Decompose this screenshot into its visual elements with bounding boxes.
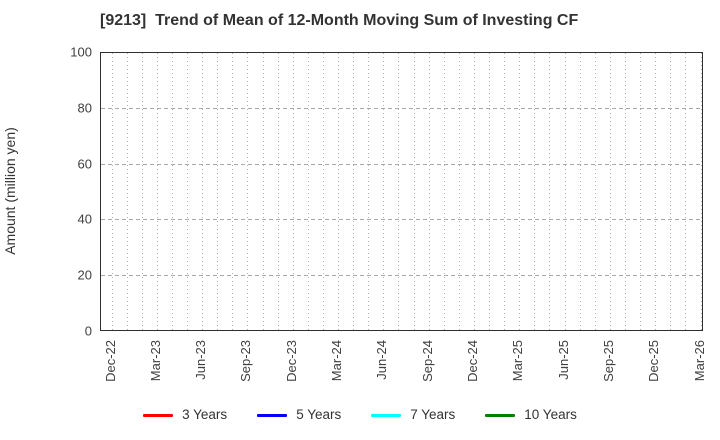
y-tick-label: 100 — [70, 44, 92, 60]
gridline-vertical — [217, 53, 219, 330]
gridline-vertical — [322, 53, 324, 330]
y-tick-label: 40 — [77, 211, 92, 227]
legend-label: 7 Years — [410, 407, 456, 423]
x-tick-label: Jun-24 — [374, 340, 390, 380]
gridline-vertical — [670, 53, 672, 330]
gridline-vertical — [655, 53, 657, 330]
gridline-vertical — [700, 53, 702, 330]
x-tick-label: Sep-24 — [419, 340, 435, 382]
legend-item-3-years: 3 Years — [143, 408, 227, 422]
gridline-vertical — [685, 53, 687, 330]
legend-label: 5 Years — [296, 407, 342, 423]
gridline-horizontal — [101, 219, 702, 221]
gridline-vertical — [398, 53, 400, 330]
y-tick-label: 0 — [84, 323, 92, 339]
gridline-vertical — [428, 53, 430, 330]
x-tick-label: Dec-25 — [646, 340, 662, 382]
gridline-vertical — [549, 53, 551, 330]
gridline-vertical — [187, 53, 188, 330]
y-tick-label: 20 — [77, 267, 92, 283]
x-tick-label: Jun-23 — [192, 340, 208, 380]
gridline-vertical — [413, 53, 415, 330]
gridline-vertical — [338, 53, 340, 330]
gridline-vertical — [443, 53, 445, 330]
x-tick-label: Mar-24 — [328, 340, 344, 382]
gridline-horizontal — [101, 108, 702, 110]
legend-item-5-years: 5 Years — [257, 408, 341, 422]
gridline-vertical — [353, 53, 355, 330]
gridline-vertical — [579, 53, 581, 330]
gridline-vertical — [609, 53, 611, 330]
x-tick-label: Jun-25 — [555, 340, 571, 380]
gridline-vertical — [383, 53, 385, 330]
gridline-vertical — [277, 53, 279, 330]
gridline-vertical — [594, 53, 596, 330]
legend-line-swatch — [485, 413, 516, 417]
gridline-vertical — [126, 53, 128, 330]
y-tick-label: 60 — [77, 156, 92, 172]
y-tick-label: 80 — [77, 100, 92, 116]
gridline-vertical — [292, 53, 294, 330]
x-tick-label: Mar-23 — [147, 340, 163, 382]
legend-line-swatch — [371, 413, 402, 417]
gridline-vertical — [141, 53, 143, 330]
legend: 3 Years 5 Years 7 Years 10 Years — [0, 404, 720, 426]
x-tick-label: Sep-23 — [238, 340, 254, 382]
legend-label: 10 Years — [524, 407, 577, 423]
legend-line-swatch — [143, 413, 174, 417]
gridline-vertical — [307, 53, 309, 330]
chart-title: [9213] Trend of Mean of 12-Month Moving … — [100, 12, 579, 29]
gridline-vertical — [111, 53, 113, 330]
gridline-vertical — [171, 53, 173, 330]
legend-item-10-years: 10 Years — [485, 408, 577, 422]
x-tick-label: Mar-26 — [691, 340, 707, 382]
gridline-vertical — [368, 53, 370, 330]
x-tick-label: Dec-23 — [283, 340, 299, 382]
gridline-vertical — [262, 53, 264, 330]
legend-label: 3 Years — [182, 407, 228, 423]
x-tick-label: Dec-24 — [464, 340, 480, 382]
gridline-vertical — [156, 53, 158, 330]
gridline-vertical — [202, 53, 204, 330]
x-tick-label: Mar-25 — [510, 340, 526, 382]
gridline-horizontal — [101, 163, 702, 165]
gridline-horizontal — [101, 274, 702, 276]
gridline-vertical — [534, 53, 536, 330]
gridline-vertical — [247, 53, 249, 330]
x-tick-label: Dec-22 — [102, 340, 118, 382]
gridline-vertical — [564, 53, 566, 330]
gridline-vertical — [519, 53, 521, 330]
gridline-vertical — [232, 53, 234, 330]
gridline-vertical — [624, 53, 626, 330]
y-axis-label: Amount (million yen) — [2, 127, 18, 255]
x-tick-label: Sep-25 — [600, 340, 616, 382]
plot-area — [100, 52, 703, 331]
gridline-vertical — [640, 53, 642, 330]
legend-line-swatch — [257, 413, 288, 417]
legend-item-7-years: 7 Years — [371, 408, 455, 422]
gridline-vertical — [458, 53, 460, 330]
gridline-vertical — [504, 53, 506, 330]
gridline-vertical — [473, 53, 475, 330]
gridline-vertical — [489, 53, 491, 330]
